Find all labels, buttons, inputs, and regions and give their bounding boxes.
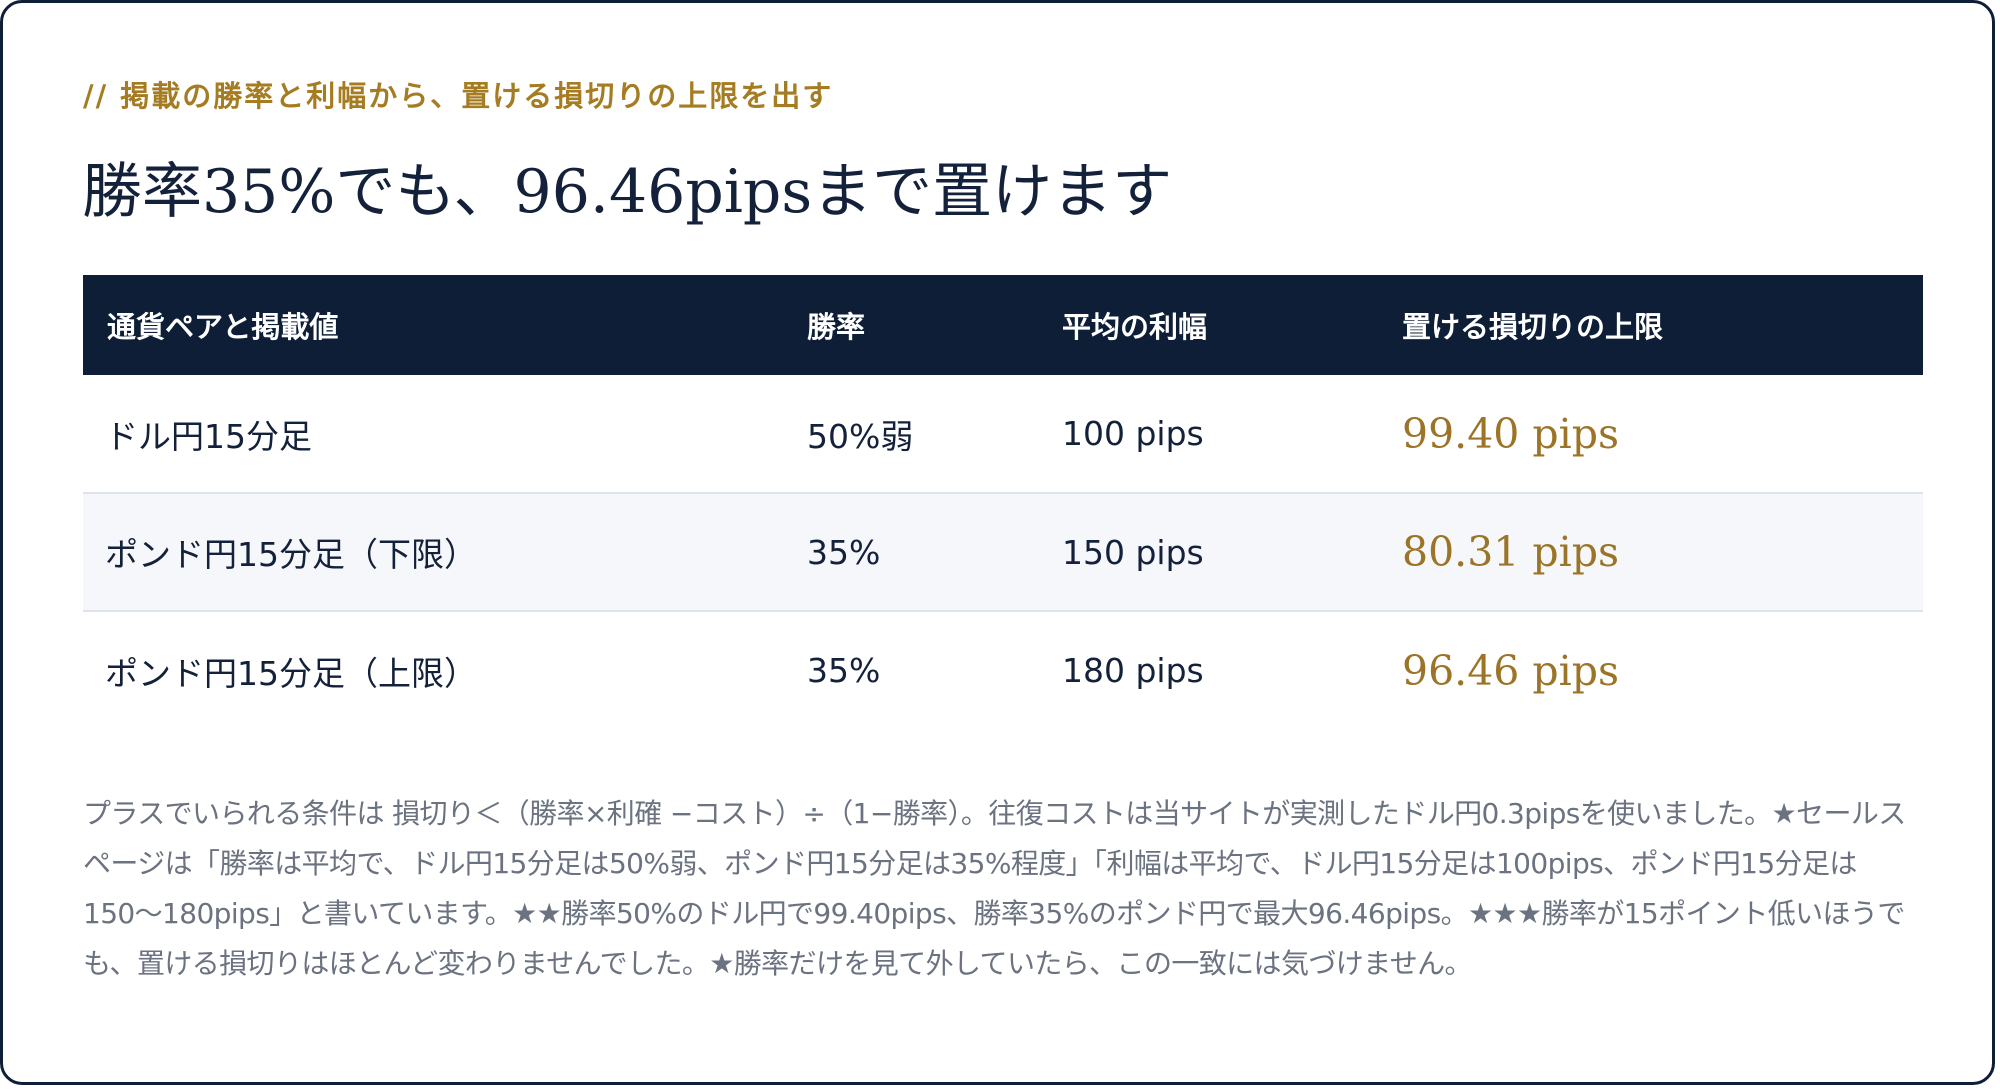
- cell-stop-limit: 80.31 pips: [1402, 528, 1620, 576]
- section-eyebrow: // 掲載の勝率と利幅から、置ける損切りの上限を出す: [83, 79, 834, 113]
- cell-stop-limit: 96.46 pips: [1402, 646, 1620, 695]
- cell-stop-limit: 99.40 pips: [1402, 409, 1620, 458]
- stop-loss-table: 通貨ペアと掲載値 勝率 平均の利幅 置ける損切りの上限 ドル円15分足 50%弱…: [83, 275, 1923, 729]
- header-pair: 通貨ペアと掲載値: [107, 310, 339, 344]
- cell-pair: ポンド円15分足（上限）: [105, 653, 477, 693]
- cell-win-rate: 35%: [807, 532, 881, 572]
- cell-avg-profit: 100 pips: [1062, 414, 1204, 453]
- header-stop-limit: 置ける損切りの上限: [1402, 310, 1664, 344]
- table-row: ドル円15分足 50%弱 100 pips 99.40 pips: [83, 375, 1923, 493]
- cell-avg-profit: 150 pips: [1062, 532, 1204, 572]
- footnote: プラスでいられる条件は 損切り＜（勝率×利確 −コスト）÷（1−勝率）。往復コス…: [83, 797, 1906, 980]
- headline: 勝率35%でも、96.46pipsまで置けます: [82, 157, 1173, 227]
- cell-win-rate: 50%弱: [807, 416, 914, 456]
- cell-pair: ポンド円15分足（下限）: [105, 535, 477, 574]
- cell-avg-profit: 180 pips: [1062, 651, 1204, 690]
- cell-win-rate: 35%: [807, 651, 881, 690]
- header-avg-profit: 平均の利幅: [1062, 310, 1208, 344]
- table-row: ポンド円15分足（上限） 35% 180 pips 96.46 pips: [83, 611, 1923, 729]
- cell-pair: ドル円15分足: [105, 416, 312, 456]
- table-header-row: 通貨ペアと掲載値 勝率 平均の利幅 置ける損切りの上限: [83, 275, 1923, 375]
- header-win-rate: 勝率: [807, 310, 866, 344]
- table-row: ポンド円15分足（下限） 35% 150 pips 80.31 pips: [83, 493, 1923, 611]
